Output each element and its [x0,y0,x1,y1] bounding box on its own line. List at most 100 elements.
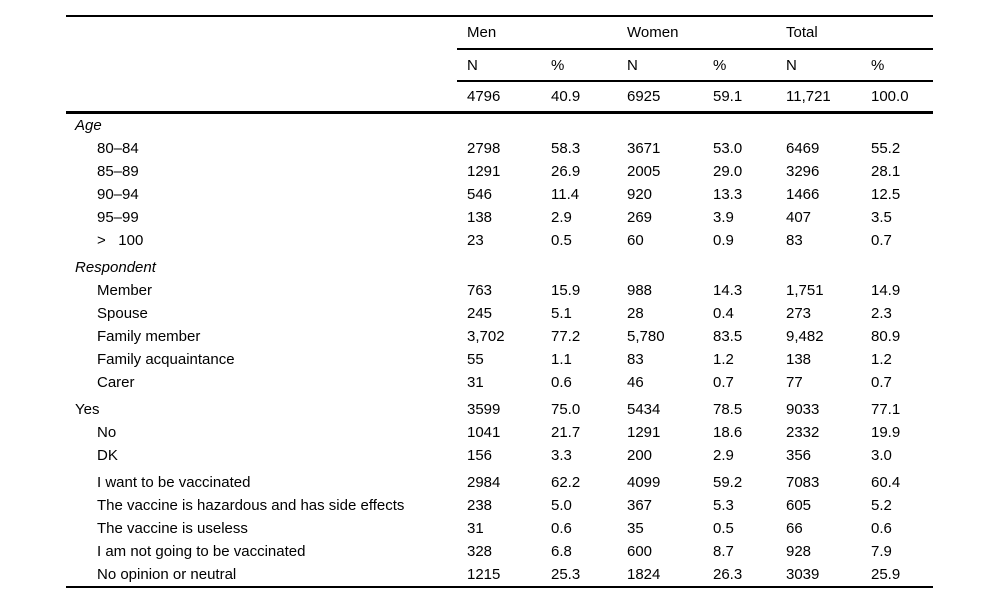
row-label: No [97,424,117,441]
cell: 3,702 [467,328,505,345]
cell: 2332 [786,424,820,441]
row-label: I want to be vaccinated [97,474,251,491]
cell: 0.9 [713,232,734,249]
cell: 55.2 [871,140,901,157]
cell: 60 [627,232,644,249]
table-row: Member 763 15.9 988 14.3 1,751 14.9 [66,279,933,302]
table-row: Family member 3,702 77.2 5,780 83.5 9,48… [66,325,933,348]
row-label: The vaccine is hazardous and has side ef… [97,497,405,514]
cell: 988 [627,282,653,299]
cell: 78.5 [713,401,743,418]
cell: 0.6 [551,520,572,537]
cell: 46 [627,374,644,391]
table-row: The vaccine is useless 31 0.6 35 0.5 66 … [66,517,933,540]
cell: 0.6 [551,374,572,391]
cell: 11.4 [551,186,580,203]
cell: 59.1 [713,88,743,105]
cell: 40.9 [551,88,581,105]
cell: 356 [786,447,812,464]
cell: 5434 [627,401,661,418]
cell: 3599 [467,401,501,418]
subheader-cells: N % N % N % [457,50,933,82]
cell: 245 [467,305,493,322]
row-label: No opinion or neutral [97,566,237,583]
cell: 138 [467,209,493,226]
row-label: Member [97,282,153,299]
cell: 328 [467,543,493,560]
cell: 28.1 [871,163,901,180]
cell: 55 [467,351,484,368]
row-label: Respondent [75,259,156,276]
table-row: I am not going to be vaccinated 328 6.8 … [66,540,933,563]
table-row: Respondent [66,256,933,279]
cell: 238 [467,497,493,514]
cell: 367 [627,497,653,514]
group-header-women: Women [627,24,679,41]
cell: 60.4 [871,474,901,491]
header-spacer [66,50,457,82]
cell: 605 [786,497,812,514]
cell: 5,780 [627,328,665,345]
cell: 920 [627,186,653,203]
cell: 9,482 [786,328,824,345]
cell: 3.9 [713,209,734,226]
table-row: No 1041 21.7 1291 18.6 2332 19.9 [66,421,933,444]
cell: 23 [467,232,484,249]
table-row: 90–94 546 11.4 920 13.3 1466 12.5 [66,183,933,206]
row-label: 90–94 [97,186,139,203]
cell: 1.2 [871,351,892,368]
cell: 53.0 [713,140,743,157]
table-row: DK 156 3.3 200 2.9 356 3.0 [66,444,933,467]
cell: 928 [786,543,812,560]
row-label: > 100 [97,232,144,249]
cell: 14.9 [871,282,901,299]
cell: 83 [786,232,803,249]
cell: 2.9 [551,209,572,226]
group-header-men: Men [467,24,497,41]
cell: 3039 [786,566,820,583]
table-row: No opinion or neutral 1215 25.3 1824 26.… [66,563,933,586]
cell: 763 [467,282,493,299]
cell: 2.3 [871,305,892,322]
cell: 4099 [627,474,661,491]
row-label: The vaccine is useless [97,520,248,537]
table-row: 85–89 1291 26.9 2005 29.0 3296 28.1 [66,160,933,183]
row-label: Family member [97,328,201,345]
cell: 5.2 [871,497,892,514]
cell: 407 [786,209,812,226]
cell: 0.7 [871,374,892,391]
column-header: % [713,56,727,74]
cell: 19.9 [871,424,901,441]
cell: 4796 [467,88,501,105]
table-row: Family acquaintance 55 1.1 83 1.2 138 1.… [66,348,933,371]
table-row: Carer 31 0.6 46 0.7 77 0.7 [66,371,933,394]
cell: 75.0 [551,401,581,418]
cell: 3.3 [551,447,572,464]
cell: 1215 [467,566,501,583]
cell: 0.5 [551,232,572,249]
cell: 8.7 [713,543,734,560]
table-row: The vaccine is hazardous and has side ef… [66,494,933,517]
cell: 0.6 [871,520,892,537]
cell: 13.3 [713,186,743,203]
cell: 546 [467,186,493,203]
cell: 3296 [786,163,820,180]
group-header-row: Men Women Total [66,17,933,50]
cell: 6.8 [551,543,572,560]
cell: 1466 [786,186,820,203]
cell: 21.7 [551,424,581,441]
table-row: Age [66,114,933,137]
cell: 138 [786,351,812,368]
cell: 0.5 [713,520,734,537]
cell: 83.5 [713,328,743,345]
row-label: Carer [97,374,135,391]
cell: 1.2 [713,351,734,368]
cell: 26.3 [713,566,743,583]
row-label: DK [97,447,118,464]
row-label: Family acquaintance [97,351,235,368]
row-label: Age [75,117,102,134]
cell: 80.9 [871,328,901,345]
cell: 156 [467,447,493,464]
cell: 5.3 [713,497,734,514]
table-row: Spouse 245 5.1 28 0.4 273 2.3 [66,302,933,325]
